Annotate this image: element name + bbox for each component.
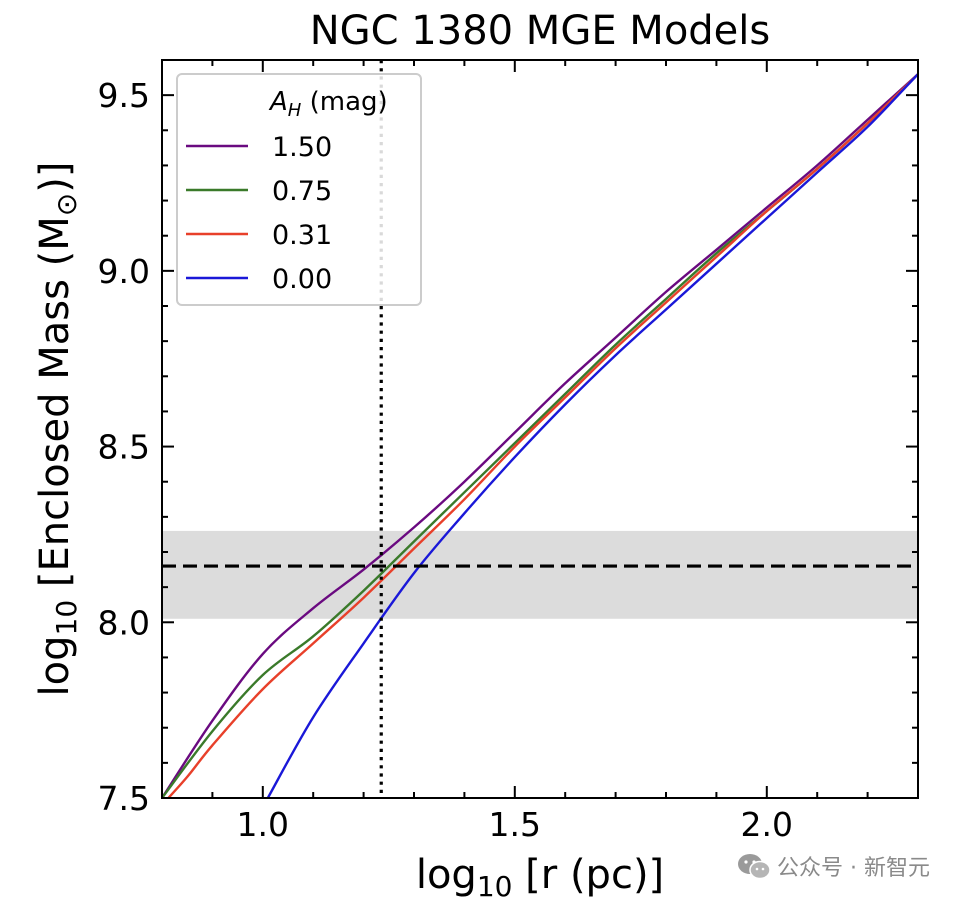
y-tick-label: 7.5 [98,779,150,818]
legend-label: 0.31 [272,220,332,251]
legend-label: 0.75 [272,176,332,207]
chart-title: NGC 1380 MGE Models [310,8,771,54]
x-tick-label: 2.0 [741,805,793,844]
y-axis-label: log10 [Enclosed Mass (M⊙)] [32,162,83,697]
legend-title: AH (mag) [268,87,388,121]
legend-label: 0.00 [272,264,332,295]
legend-label: 1.50 [272,132,332,163]
series-line-0-31 [166,73,918,798]
legend: AH (mag) 1.50 0.75 0.31 0.00 [176,73,422,306]
series-line-0-00 [266,73,918,798]
watermark-text: 公众号 · 新智元 [777,856,930,881]
y-tick-label: 9.5 [98,76,150,115]
x-axis-label: log10 [r (pc)] [416,852,664,903]
x-tick-label: 1.5 [489,805,541,844]
axis-ticks: 1.0 1.5 2.0 7.5 8.0 8.5 9.0 9.5 [98,60,918,844]
y-tick-label: 8.5 [98,428,150,467]
x-tick-label: 1.0 [237,805,289,844]
y-tick-label: 8.0 [98,603,150,642]
series-line-1-50 [162,73,918,798]
series-group [162,73,918,798]
plot-frame [161,59,919,799]
watermark: 公众号 · 新智元 [737,850,930,882]
reference-band [162,530,918,619]
y-tick-label: 9.0 [98,252,150,291]
plot-area [162,60,918,798]
wechat-icon [738,854,771,880]
legend-entries: 1.50 0.75 0.31 0.00 [186,132,332,295]
legend-box [176,73,422,306]
